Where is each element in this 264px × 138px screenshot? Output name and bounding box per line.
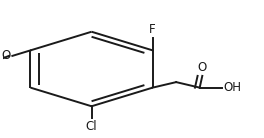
Text: F: F (149, 23, 156, 36)
Text: O: O (2, 49, 11, 62)
Text: Cl: Cl (86, 120, 97, 133)
Text: O: O (198, 61, 207, 74)
Text: OH: OH (223, 81, 241, 94)
